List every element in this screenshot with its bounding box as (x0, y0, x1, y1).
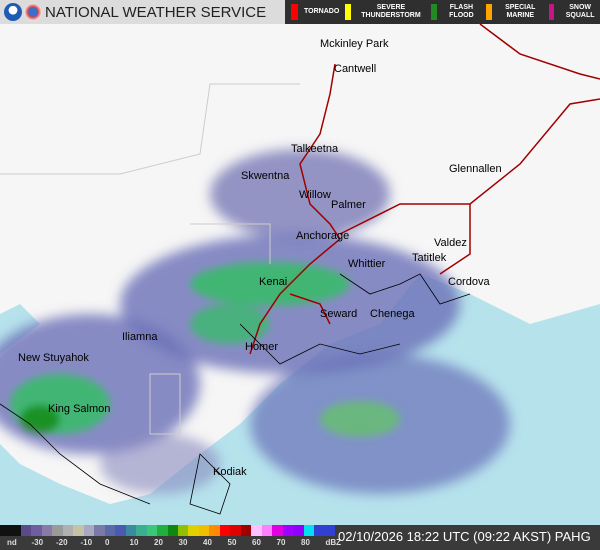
header: NATIONAL WEATHER SERVICE TORNADO SEVERE T… (0, 0, 600, 24)
scale-swatch (209, 525, 220, 536)
warning-label: FLASH FLOOD (449, 4, 474, 19)
city-label: Cordova (448, 276, 490, 288)
warning-item: FLASH FLOOD (431, 0, 480, 24)
scale-swatch (303, 525, 315, 536)
scale-swatch (324, 525, 335, 536)
scale-swatch (314, 525, 325, 536)
scale-swatch (219, 525, 231, 536)
scale-tick: 40 (203, 538, 212, 547)
page-title: NATIONAL WEATHER SERVICE (45, 4, 267, 21)
city-label: Palmer (331, 199, 366, 211)
scale-swatch (10, 525, 21, 536)
warning-label: SNOW SQUALL (565, 4, 595, 19)
scale-swatch (41, 525, 53, 536)
nws-logo (24, 3, 42, 21)
radar-map[interactable]: Mckinley Park Cantwell Talkeetna Skwentn… (0, 23, 600, 525)
city-label: Homer (245, 341, 279, 353)
dbz-color-scale (0, 525, 335, 536)
city-label: Kenai (259, 276, 288, 288)
city-label: King Salmon (48, 403, 111, 415)
city-label: Talkeetna (291, 143, 339, 155)
scale-swatch (73, 525, 84, 536)
scale-tick: 60 (252, 538, 261, 547)
city-label: Iliamna (122, 331, 158, 343)
city-label: Kodiak (213, 466, 247, 478)
scale-tick: -30 (31, 538, 44, 547)
scale-swatch (240, 525, 252, 536)
warning-item: SPECIAL MARINE (486, 0, 543, 24)
scale-swatch (104, 525, 116, 536)
map-canvas (0, 23, 600, 525)
scale-swatch (125, 525, 137, 536)
scale-swatch (115, 525, 126, 536)
scale-swatch (272, 525, 283, 536)
warning-swatch (291, 4, 298, 20)
boundaries (0, 83, 300, 435)
scale-swatch (52, 525, 63, 536)
city-label: Glennallen (449, 163, 502, 175)
warning-item: SEVERE THUNDERSTORM (345, 0, 425, 24)
scale-swatch (188, 525, 199, 536)
city-label: Valdez (434, 237, 467, 249)
city-label: Chenega (370, 308, 415, 320)
timestamp: 02/10/2026 18:22 UTC (09:22 AKST) PAHG (338, 529, 591, 544)
warning-legend: TORNADO SEVERE THUNDERSTORM FLASH FLOOD SPE… (285, 0, 600, 24)
scale-swatch (146, 525, 158, 536)
scale-swatch (136, 525, 147, 536)
scale-tick: dBZ (325, 538, 342, 547)
warning-label: SPECIAL MARINE (505, 4, 536, 19)
scale-tick: nd (7, 538, 17, 547)
scale-swatch (94, 525, 105, 536)
highways (249, 23, 600, 355)
scale-tick: 20 (154, 538, 163, 547)
scale-swatch (0, 525, 11, 536)
warning-label: TORNADO (304, 8, 340, 15)
coastline (0, 273, 471, 515)
scale-tick: 80 (301, 538, 310, 547)
scale-tick: -10 (80, 538, 93, 547)
scale-swatch (198, 525, 210, 536)
warning-swatch (345, 4, 351, 20)
warning-label: SEVERE THUNDERSTORM (361, 4, 421, 19)
scale-swatch (157, 525, 168, 536)
scale-swatch (293, 525, 304, 536)
city-label: Tatitlek (412, 252, 447, 264)
city-label: Willow (299, 189, 331, 201)
warning-swatch (486, 4, 492, 20)
scale-tick: 10 (129, 538, 139, 547)
city-label: Cantwell (334, 63, 377, 75)
scale-tick: 30 (178, 538, 188, 547)
scale-tick: -20 (56, 538, 68, 547)
warning-item: SNOW SQUALL (548, 0, 600, 24)
scale-swatch (31, 525, 42, 536)
city-label: Seward (320, 308, 358, 320)
scale-tick: 0 (105, 538, 110, 547)
city-label: Skwentna (241, 170, 290, 182)
city-label: Mckinley Park (320, 38, 389, 50)
warning-swatch (548, 4, 555, 20)
scale-swatch (62, 525, 74, 536)
scale-swatch (83, 525, 95, 536)
noaa-logo (4, 3, 22, 21)
scale-swatch (251, 525, 262, 536)
city-label: Whittier (348, 258, 386, 270)
scale-swatch (261, 525, 273, 536)
city-label: Anchorage (296, 230, 350, 242)
city-label: New Stuyahok (18, 352, 89, 364)
scale-tick: 70 (276, 538, 286, 547)
warning-swatch (431, 4, 437, 20)
scale-swatch (282, 525, 294, 536)
scale-tick: 50 (227, 538, 237, 547)
footer: nd -30 -20 -10 0 10 20 30 40 50 60 70 80 dBZ 02/10/20… (0, 525, 600, 550)
scale-swatch (177, 525, 189, 536)
warning-item: TORNADO (291, 0, 339, 24)
scale-swatch (230, 525, 241, 536)
scale-swatch (20, 525, 32, 536)
scale-swatch (167, 525, 178, 536)
